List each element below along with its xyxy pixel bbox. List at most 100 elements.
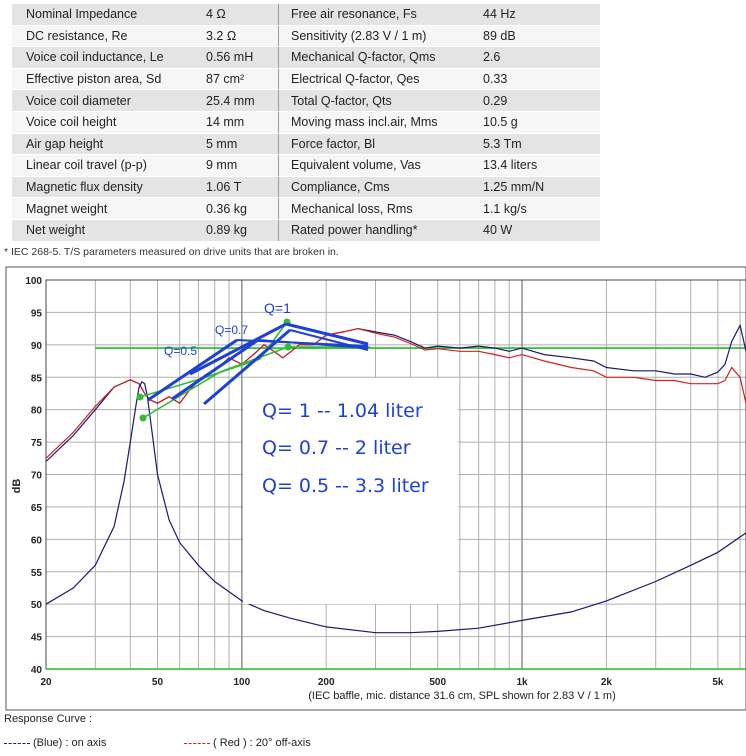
spec-row: Magnet weight 0.36 kg Mechanical loss, Rms…: [12, 197, 600, 220]
y-tick-label: 45: [31, 633, 43, 644]
legend-title: Response Curve :: [4, 713, 93, 725]
spec-name: DC resistance, Re: [12, 25, 196, 48]
spec-name: Voice coil inductance, Le: [12, 46, 196, 69]
x-tick-label: 500: [429, 677, 446, 688]
blue-q-line-2: [171, 338, 259, 401]
y-tick-label: 50: [31, 600, 43, 611]
spec-name-2: Total Q-factor, Qts: [278, 89, 471, 112]
spec-row: Voice coil height 14 mm Moving mass incl.a…: [12, 111, 600, 134]
spec-name-2: Electrical Q-factor, Qes: [278, 68, 471, 91]
spec-value-2: 1.1 kg/s: [471, 197, 600, 220]
spec-value: 0.89 kg: [196, 219, 279, 242]
spec-name-2: Free air resonance, Fs: [278, 4, 471, 26]
spec-name: Nominal Impedance: [12, 4, 196, 26]
legend-item-red: ( Red ) : 20° off-axis: [184, 737, 311, 749]
spec-row: Voice coil inductance, Le 0.56 mH Mechanic…: [12, 46, 600, 69]
x-tick-label: 100: [234, 677, 251, 688]
spec-value: 87 cm²: [196, 68, 279, 91]
green-point-4: [284, 343, 292, 351]
spec-value-2: 2.6: [471, 46, 600, 69]
green-point-2: [139, 414, 147, 422]
y-tick-label: 80: [31, 406, 43, 417]
chart-series: [45, 323, 746, 670]
spec-name: Linear coil travel (p-p): [12, 154, 196, 177]
x-tick-label: 1k: [516, 677, 528, 688]
x-tick-label: 200: [318, 677, 335, 688]
spec-value: 25.4 mm: [196, 89, 279, 112]
spec-table: Nominal Impedance 4 Ω Free air resonance, …: [12, 4, 600, 242]
frequency-response-chart: 40 45 50 55 60 65 70 75 80 85 90 95 100 20 50 100 200 50…: [5, 266, 746, 711]
spec-value: 14 mm: [196, 111, 279, 134]
spec-row: Effective piston area, Sd 87 cm² Electrica…: [12, 68, 600, 91]
spec-row: Nominal Impedance 4 Ω Free air resonance, …: [12, 4, 600, 26]
y-tick-label: 95: [31, 308, 43, 319]
x-tick-labels: 20 50 100 200 500 1k 2k 5k: [40, 677, 723, 688]
spec-row: Net weight 0.89 kg Rated power handling* 40…: [12, 219, 600, 242]
x-tick-label: 2k: [601, 677, 613, 688]
spec-name: Voice coil height: [12, 111, 196, 134]
y-tick-label: 75: [31, 438, 43, 449]
blue-q-line-8: [289, 329, 369, 351]
q-label-1: Q=1: [264, 300, 291, 316]
blue-q-line-7: [257, 339, 369, 349]
q-annotations: Q= 1 -- 1.04 liter Q= 0.7 -- 2 liter Q= …: [136, 300, 458, 604]
box-line-q1: Q= 1 -- 1.04 liter: [262, 400, 423, 422]
q-label-07: Q=0.7: [215, 323, 248, 337]
spec-name-2: Compliance, Cms: [278, 176, 471, 199]
spec-value: 0.56 mH: [196, 46, 279, 69]
spec-value-2: 44 Hz: [471, 4, 600, 26]
spec-row: Voice coil diameter 25.4 mm Total Q-factor…: [12, 89, 600, 112]
spec-value-2: 0.33: [471, 68, 600, 91]
spec-value-2: 0.29: [471, 89, 600, 112]
legend-label-blue: (Blue) : on axis: [33, 737, 107, 749]
spec-value-2: 40 W: [471, 219, 600, 242]
legend-item-blue: (Blue) : on axis: [4, 737, 106, 749]
spec-value-2: 5.3 Tm: [471, 133, 600, 156]
blue-q-line-1: [147, 338, 238, 402]
y-tick-label: 40: [31, 665, 43, 676]
legend-label-red: ( Red ) : 20° off-axis: [213, 737, 311, 749]
spec-name: Air gap height: [12, 133, 196, 156]
spec-value-2: 13.4 liters: [471, 154, 600, 177]
y-tick-label: 55: [31, 568, 43, 579]
spec-row: Air gap height 5 mm Force factor, Bl 5.3 Tm: [12, 133, 600, 156]
green-point-1: [136, 393, 144, 401]
spec-name-2: Moving mass incl.air, Mms: [278, 111, 471, 134]
spec-name-2: Mechanical Q-factor, Qms: [278, 46, 471, 69]
spec-name-2: Mechanical loss, Rms: [278, 197, 471, 220]
spec-name-2: Rated power handling*: [278, 219, 471, 242]
spec-name-2: Equivalent volume, Vas: [278, 154, 471, 177]
spec-value-2: 1.25 mm/N: [471, 176, 600, 199]
box-line-q05: Q= 0.5 -- 3.3 liter: [262, 475, 429, 497]
spec-name: Net weight: [12, 219, 196, 242]
spec-name: Voice coil diameter: [12, 89, 196, 112]
legend-swatch-red: [184, 742, 210, 744]
blue-q-line-5: [285, 322, 369, 346]
spec-value: 0.36 kg: [196, 197, 279, 220]
y-axis-label: dB: [11, 479, 23, 494]
x-axis-label: (IEC baffle, mic. distance 31.6 cm, SPL …: [308, 690, 616, 702]
x-tick-label: 50: [152, 677, 164, 688]
spec-value: 4 Ω: [196, 4, 279, 26]
x-tick-label: 20: [40, 677, 52, 688]
y-tick-labels: 40 45 50 55 60 65 70 75 80 85 90 95 100: [25, 276, 42, 676]
annotation-box: [243, 378, 458, 604]
x-tick-label: 5k: [712, 677, 724, 688]
y-tick-label: 70: [31, 471, 43, 482]
spec-row: Linear coil travel (p-p) 9 mm Equivalent v…: [12, 154, 600, 177]
spec-value-2: 89 dB: [471, 25, 600, 48]
spec-name: Magnetic flux density: [12, 176, 196, 199]
y-tick-label: 90: [31, 341, 43, 352]
y-tick-label: 60: [31, 535, 43, 546]
spec-row: DC resistance, Re 3.2 Ω Sensitivity (2.83 …: [12, 25, 600, 48]
spec-name-2: Force factor, Bl: [278, 133, 471, 156]
y-tick-label: 100: [25, 276, 42, 287]
blue-q-line-4: [189, 322, 287, 376]
q-label-05: Q=0.5: [164, 344, 197, 358]
y-tick-label: 85: [31, 373, 43, 384]
spec-name: Magnet weight: [12, 197, 196, 220]
series-line-1: [45, 327, 746, 459]
spec-value: 3.2 Ω: [196, 25, 279, 48]
spec-name: Effective piston area, Sd: [12, 68, 196, 91]
spec-row: Magnetic flux density 1.06 T Compliance, C…: [12, 176, 600, 199]
